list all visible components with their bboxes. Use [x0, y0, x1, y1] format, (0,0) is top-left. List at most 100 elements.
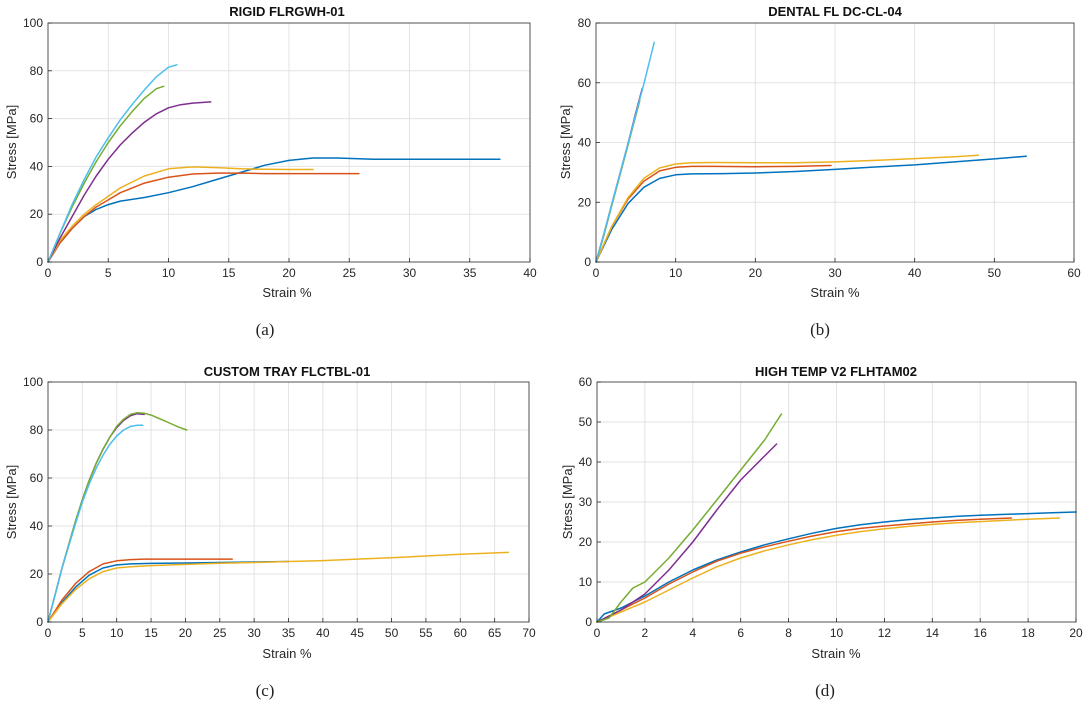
x-tick-label: 30	[828, 266, 842, 280]
x-tick-label: 18	[1021, 626, 1035, 640]
x-tick-label: 30	[247, 626, 261, 640]
x-tick-label: 35	[282, 626, 296, 640]
x-tick-label: 20	[1069, 626, 1083, 640]
x-axis-label-a: Strain %	[262, 285, 312, 300]
series-line-a-4	[47, 101, 212, 263]
x-tick-label: 12	[878, 626, 892, 640]
y-tick-label: 20	[30, 567, 44, 581]
y-tick-label: 60	[578, 76, 592, 90]
x-tick-label: 60	[454, 626, 468, 640]
chart-panel-d: HIGH TEMP V2 FLHTAM02 0 2 4 6 8 10 12 14 16 18 20 0…	[560, 364, 1083, 700]
y-tick-label: 30	[579, 495, 593, 509]
x-tick-label: 15	[222, 266, 236, 280]
y-axis-label-b: Stress [MPa]	[558, 105, 573, 179]
y-tick-label: 20	[579, 535, 593, 549]
x-tick-label: 20	[179, 626, 193, 640]
x-tick-label: 40	[908, 266, 922, 280]
chart-title-d: HIGH TEMP V2 FLHTAM02	[755, 364, 917, 379]
series-line-b-1	[595, 155, 1027, 263]
y-tick-label: 100	[23, 375, 43, 389]
x-tick-label: 60	[1067, 266, 1081, 280]
y-tick-label: 40	[30, 159, 44, 173]
y-tick-label: 10	[579, 575, 593, 589]
caption-a: (a)	[256, 320, 275, 339]
x-tick-label: 6	[737, 626, 744, 640]
chart-panel-c: CUSTOM TRAY FLCTBL-01 0 5 10 15 20 25 30 35 40 45…	[4, 364, 536, 700]
x-tick-label: 25	[213, 626, 227, 640]
chart-title-c: CUSTOM TRAY FLCTBL-01	[204, 364, 371, 379]
x-tick-label: 4	[689, 626, 696, 640]
y-tick-label: 0	[585, 615, 592, 629]
series-line-b-6	[595, 41, 655, 263]
x-tick-label: 20	[749, 266, 763, 280]
x-tick-label: 25	[343, 266, 357, 280]
x-tick-label: 16	[974, 626, 988, 640]
chart-panel-b: DENTAL FL DC-CL-04 0 10 20 30 40 50 60 0 20 40 60 8…	[558, 4, 1081, 339]
x-tick-label: 0	[593, 266, 600, 280]
x-tick-label: 14	[926, 626, 940, 640]
x-tick-label: 10	[110, 626, 124, 640]
x-tick-label: 10	[669, 266, 683, 280]
series-line-d-1	[596, 511, 1077, 623]
x-tick-label: 10	[162, 266, 176, 280]
series-line-c-3	[47, 551, 510, 623]
caption-d: (d)	[815, 681, 835, 700]
y-tick-label: 0	[36, 615, 43, 629]
caption-c: (c)	[256, 681, 275, 700]
x-tick-label: 65	[488, 626, 502, 640]
x-tick-label: 35	[463, 266, 477, 280]
x-tick-label: 55	[419, 626, 433, 640]
series-line-d-4	[596, 443, 778, 623]
y-tick-label: 60	[30, 112, 44, 126]
x-axis-label-b: Strain %	[810, 285, 860, 300]
y-tick-label: 40	[30, 519, 44, 533]
series-line-d-2	[596, 517, 1013, 623]
x-tick-label: 50	[385, 626, 399, 640]
series-line-a-6	[47, 64, 178, 263]
x-tick-label: 5	[79, 626, 86, 640]
y-tick-label: 100	[23, 16, 43, 30]
x-tick-label: 70	[522, 626, 536, 640]
series-line-d-5	[596, 413, 783, 623]
series-line-a-2	[47, 172, 360, 263]
y-tick-label: 40	[579, 455, 593, 469]
series-line-c-2	[47, 558, 233, 623]
x-tick-label: 40	[523, 266, 537, 280]
y-tick-label: 0	[584, 255, 591, 269]
x-tick-label: 8	[785, 626, 792, 640]
chart-panel-a: RIGID FLRGWH-01 0 5 10 15 20 25 30 35 40 0 20 40 60 8…	[4, 4, 537, 339]
y-tick-label: 40	[578, 136, 592, 150]
y-axis-label-c: Stress [MPa]	[4, 465, 19, 539]
x-tick-label: 2	[642, 626, 649, 640]
series-line-d-3	[596, 517, 1060, 623]
x-tick-label: 45	[351, 626, 365, 640]
y-tick-label: 20	[578, 195, 592, 209]
x-tick-label: 15	[144, 626, 158, 640]
x-tick-label: 0	[45, 626, 52, 640]
chart-title-b: DENTAL FL DC-CL-04	[768, 4, 902, 19]
y-axis-label-d: Stress [MPa]	[560, 465, 575, 539]
x-axis-label-d: Strain %	[811, 646, 861, 661]
x-tick-label: 50	[988, 266, 1002, 280]
y-tick-label: 80	[30, 64, 44, 78]
y-tick-label: 0	[36, 255, 43, 269]
x-tick-label: 0	[45, 266, 52, 280]
x-tick-label: 0	[594, 626, 601, 640]
series-line-b-3	[595, 154, 980, 263]
chart-title-a: RIGID FLRGWH-01	[229, 4, 345, 19]
x-tick-label: 10	[830, 626, 844, 640]
series-line-a-3	[47, 166, 314, 263]
x-tick-label: 40	[316, 626, 330, 640]
y-tick-label: 80	[578, 16, 592, 30]
x-tick-label: 20	[282, 266, 296, 280]
y-tick-label: 60	[30, 471, 44, 485]
series-line-c-6	[47, 424, 144, 623]
x-axis-label-c: Strain %	[262, 646, 312, 661]
y-tick-label: 80	[30, 423, 44, 437]
x-tick-label: 5	[105, 266, 112, 280]
x-tick-label: 30	[403, 266, 417, 280]
y-tick-label: 20	[30, 207, 44, 221]
y-axis-label-a: Stress [MPa]	[4, 105, 19, 179]
y-tick-label: 50	[579, 415, 593, 429]
